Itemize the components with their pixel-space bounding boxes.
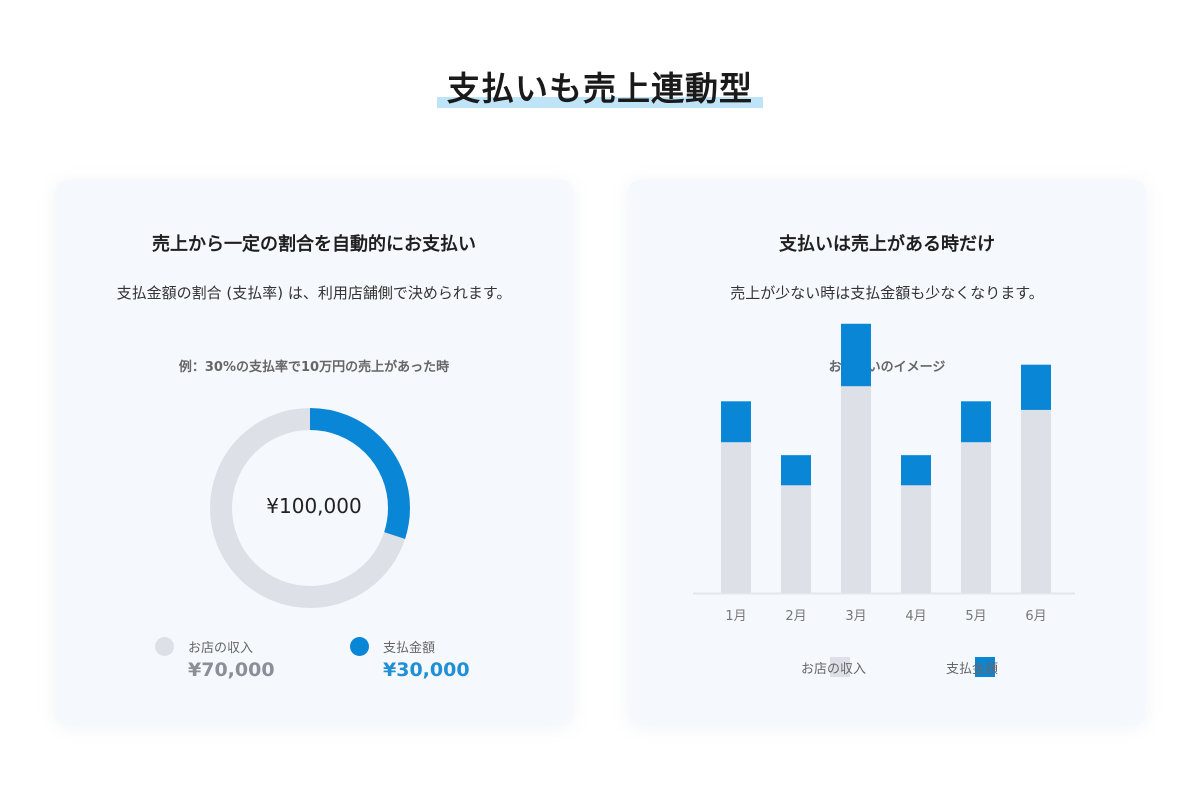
bar-income-2 (781, 485, 811, 593)
bar-legend-payment: 支払金額 (915, 657, 1035, 679)
bar-chart: 1月 2月 3月 4月 5月 6月 (693, 323, 1075, 624)
bar-legend-income-label: お店の収入 (801, 662, 867, 677)
bar-payment-6 (1021, 364, 1051, 410)
x-tick-label: 6月 (1025, 609, 1046, 624)
legend-income-label: お店の収入 (188, 641, 254, 656)
bar-income-5 (961, 442, 991, 593)
bar-payment-3 (841, 323, 871, 387)
payment-card-title: 支払いは売上がある時だけ (779, 234, 995, 255)
page-title: 支払いも売上連動型 (437, 62, 763, 110)
x-tick-label: 5月 (965, 609, 986, 624)
x-tick-label: 4月 (905, 609, 926, 624)
bar-income-4 (901, 485, 931, 593)
bar-payment-4 (901, 455, 931, 486)
rate-card: 売上から一定の割合を自動的にお支払い 支払金額の割合 (支払率) は、利用店舗側… (55, 180, 573, 725)
bar-legend-payment-swatch (975, 657, 995, 677)
page-title-text: 支払いも売上連動型 (447, 69, 753, 108)
donut-slice-payment (210, 408, 410, 608)
bar-payment-2 (781, 455, 811, 486)
payment-card-description: 売上が少ない時は支払金額も少なくなります。 (730, 284, 1044, 302)
bar-legend-payment-label: 支払金額 (946, 662, 999, 677)
legend-payment: 支払金額 ¥30,000 (350, 635, 490, 685)
legend-income-value: ¥70,000 (188, 659, 275, 681)
rate-card-title: 売上から一定の割合を自動的にお支払い (152, 234, 476, 255)
legend-income: お店の収入 ¥70,000 (155, 635, 295, 685)
bar-payment-5 (961, 401, 991, 443)
bar-income-3 (841, 386, 871, 593)
x-tick-label: 1月 (725, 609, 746, 624)
x-tick-label: 2月 (785, 609, 806, 624)
legend-payment-value: ¥30,000 (383, 659, 470, 681)
payment-card: 支払いは売上がある時だけ 売上が少ない時は支払金額も少なくなります。 お支払いの… (628, 180, 1146, 725)
legend-payment-dot (350, 637, 369, 656)
bar-payment-1 (721, 401, 751, 443)
legend-income-dot (155, 637, 174, 656)
bar-legend-income-swatch (830, 657, 850, 677)
bar-income-1 (721, 442, 751, 593)
bar-income-6 (1021, 409, 1051, 593)
donut-center-value: ¥100,000 (266, 494, 362, 518)
donut-chart (210, 408, 410, 608)
page-header: 支払いも売上連動型 (0, 62, 1200, 110)
donut-caption: 例：30%の支払率で10万円の売上があった時 (178, 360, 450, 375)
x-tick-label: 3月 (845, 609, 866, 624)
rate-card-description: 支払金額の割合 (支払率) は、利用店舗側で決められます。 (116, 284, 512, 302)
legend-payment-label: 支払金額 (383, 641, 436, 656)
bar-legend-income: お店の収入 (770, 657, 890, 679)
